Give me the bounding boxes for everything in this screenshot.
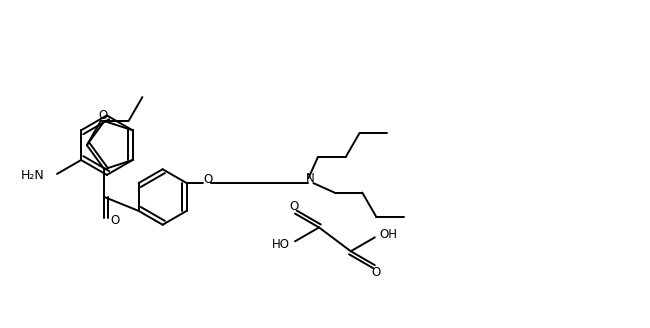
Text: O: O <box>203 173 213 186</box>
Text: OH: OH <box>380 228 398 241</box>
Text: HO: HO <box>272 238 290 251</box>
Text: O: O <box>289 200 298 213</box>
Text: O: O <box>111 214 120 227</box>
Text: O: O <box>371 266 380 278</box>
Text: O: O <box>99 109 108 122</box>
Text: N: N <box>306 172 315 185</box>
Text: H₂N: H₂N <box>20 169 44 182</box>
